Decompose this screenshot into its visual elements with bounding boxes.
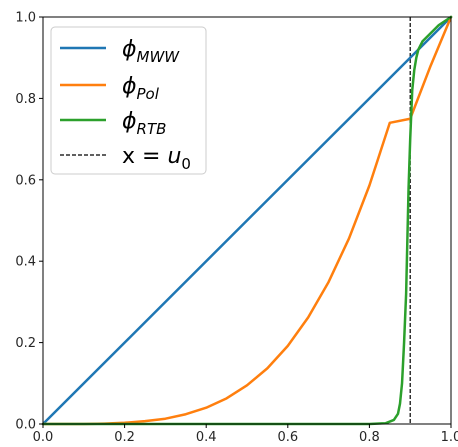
plot-lines — [41, 15, 453, 426]
x-tick-label: 0.8 — [359, 430, 380, 443]
y-tick-label: 0.0 — [15, 418, 36, 433]
legend-label-mww: ϕMWW — [122, 37, 180, 66]
series-line-mww — [41, 15, 453, 426]
x-tick-label: 0.2 — [114, 430, 135, 443]
y-tick-label: 0.6 — [15, 173, 36, 188]
ticks: 0.0 0.2 0.4 0.6 0.8 1.0 0.0 0.2 0.4 0.6 0.8 1.0 — [15, 11, 458, 446]
y-tick-label: 0.8 — [15, 92, 36, 107]
legend-label-pol: ϕPol — [122, 74, 160, 103]
axes-frame — [42, 16, 452, 425]
x-tick-label: 0.0 — [33, 430, 54, 443]
x-tick-label: 1.0 — [441, 430, 458, 443]
y-tick-label: 1.0 — [15, 11, 36, 26]
x-tick-label: 0.4 — [196, 430, 217, 443]
legend-label-rtb: ϕRTB — [122, 109, 166, 138]
legend-box — [50, 26, 207, 175]
y-tick-label: 0.4 — [15, 255, 36, 270]
legend-label-u0: x = u0 — [122, 144, 191, 173]
y-tick-label: 0.2 — [15, 336, 36, 351]
legend: ϕMWW ϕPol ϕRTB x = u0 — [50, 26, 207, 175]
x-tick-label: 0.6 — [277, 430, 298, 443]
